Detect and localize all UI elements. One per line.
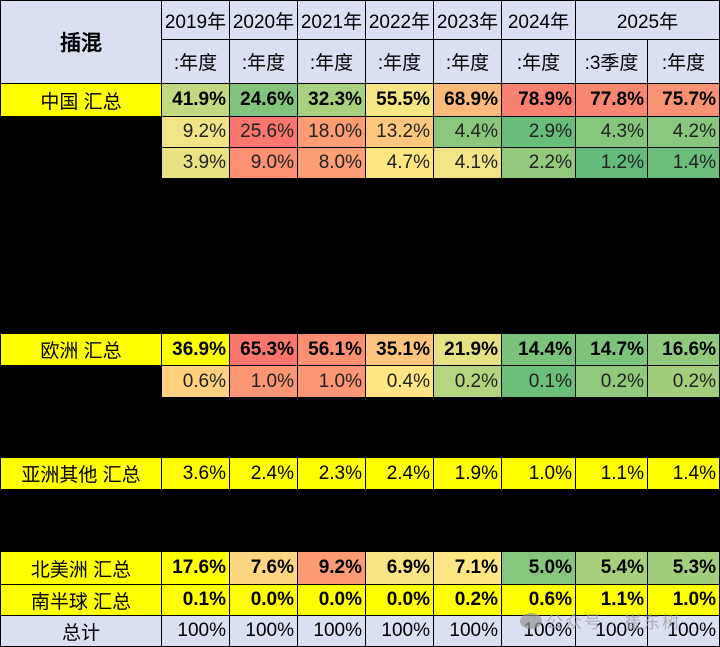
period-header: :年度 <box>365 39 434 84</box>
table-cell: 25.6% <box>229 116 298 148</box>
year-header: 2021年 <box>297 0 366 40</box>
table-cell: 5.0% <box>501 551 576 585</box>
table-cell: 35.1% <box>365 333 434 366</box>
table-cell: 78.9% <box>501 83 576 117</box>
table-cell: 1.0% <box>229 365 298 398</box>
table-cell: 1.2% <box>575 147 648 179</box>
table-cell: 1.0% <box>501 457 576 490</box>
table-cell: 24.6% <box>229 83 298 117</box>
table-cell: 1.4% <box>647 147 720 179</box>
table-cell: 0.2% <box>647 365 720 398</box>
table-cell: 100% <box>161 615 230 647</box>
table-cell: 100% <box>297 615 366 647</box>
table-cell: 5.4% <box>575 551 648 585</box>
table-cell: 0.4% <box>365 365 434 398</box>
table-cell: 77.8% <box>575 83 648 117</box>
table-cell: 17.6% <box>161 551 230 585</box>
table-cell: 18.0% <box>297 116 366 148</box>
table-cell: 4.3% <box>575 116 648 148</box>
table-cell: 0.2% <box>433 584 502 616</box>
table-cell: 4.1% <box>433 147 502 179</box>
row-label: 南半球 汇总 <box>0 584 162 616</box>
table-cell: 1.1% <box>575 584 648 616</box>
table-cell: 4.7% <box>365 147 434 179</box>
period-header: :年度 <box>501 39 576 84</box>
table-cell: 9.2% <box>297 551 366 585</box>
table-cell: 1.4% <box>647 457 720 490</box>
period-header: :年度 <box>297 39 366 84</box>
table-cell: 7.1% <box>433 551 502 585</box>
table-cell: 1.1% <box>575 457 648 490</box>
table-cell: 100% <box>229 615 298 647</box>
table-cell: 100% <box>647 615 720 647</box>
table-cell: 2.4% <box>229 457 298 490</box>
table-cell: 6.9% <box>365 551 434 585</box>
table-cell: 14.7% <box>575 333 648 366</box>
table-cell: 32.3% <box>297 83 366 117</box>
table-cell: 0.0% <box>229 584 298 616</box>
table-cell: 0.1% <box>501 365 576 398</box>
row-label: 总计 <box>0 615 162 647</box>
year-header: 2024年 <box>501 0 576 40</box>
table-cell: 4.4% <box>433 116 502 148</box>
period-header: :年度 <box>161 39 230 84</box>
table-cell: 0.6% <box>161 365 230 398</box>
year-header: 2023年 <box>433 0 502 40</box>
year-header: 2020年 <box>229 0 298 40</box>
year-header: 2025年 <box>575 0 720 40</box>
table-cell: 9.2% <box>161 116 230 148</box>
table-cell: 21.9% <box>433 333 502 366</box>
row-label: 北美洲 汇总 <box>0 551 162 585</box>
table-cell: 56.1% <box>297 333 366 366</box>
table-cell: 1.0% <box>647 584 720 616</box>
table-cell: 2.3% <box>297 457 366 490</box>
table-cell: 14.4% <box>501 333 576 366</box>
row-label: 亚洲其他 汇总 <box>0 457 162 490</box>
table-cell: 7.6% <box>229 551 298 585</box>
table-cell: 0.6% <box>501 584 576 616</box>
table-cell: 13.2% <box>365 116 434 148</box>
row-label: 中国 汇总 <box>0 83 162 117</box>
table-cell: 100% <box>433 615 502 647</box>
period-header: :年度 <box>433 39 502 84</box>
table-cell: 100% <box>365 615 434 647</box>
table-cell: 68.9% <box>433 83 502 117</box>
table-cell: 65.3% <box>229 333 298 366</box>
year-header: 2019年 <box>161 0 230 40</box>
table-cell: 36.9% <box>161 333 230 366</box>
table-cell: 16.6% <box>647 333 720 366</box>
table-cell: 3.6% <box>161 457 230 490</box>
table-cell: 8.0% <box>297 147 366 179</box>
table-cell: 0.2% <box>433 365 502 398</box>
table-cell: 1.0% <box>297 365 366 398</box>
table-cell: 0.1% <box>161 584 230 616</box>
period-header: :年度 <box>229 39 298 84</box>
period-header: :3季度 <box>575 39 648 84</box>
table-cell: 1.9% <box>433 457 502 490</box>
table-cell: 100% <box>575 615 648 647</box>
table-cell: 4.2% <box>647 116 720 148</box>
table-cell: 5.3% <box>647 551 720 585</box>
table-cell: 41.9% <box>161 83 230 117</box>
table-cell: 2.4% <box>365 457 434 490</box>
table-cell: 9.0% <box>229 147 298 179</box>
table-cell: 100% <box>501 615 576 647</box>
corner-header: 插混 <box>0 0 162 84</box>
table-cell: 0.0% <box>297 584 366 616</box>
row-label: 欧洲 汇总 <box>0 333 162 366</box>
table-cell: 2.9% <box>501 116 576 148</box>
table-cell: 3.9% <box>161 147 230 179</box>
table-cell: 2.2% <box>501 147 576 179</box>
table-cell: 75.7% <box>647 83 720 117</box>
year-header: 2022年 <box>365 0 434 40</box>
table-cell: 0.0% <box>365 584 434 616</box>
table-cell: 55.5% <box>365 83 434 117</box>
period-header: :年度 <box>647 39 720 84</box>
table-cell: 0.2% <box>575 365 648 398</box>
